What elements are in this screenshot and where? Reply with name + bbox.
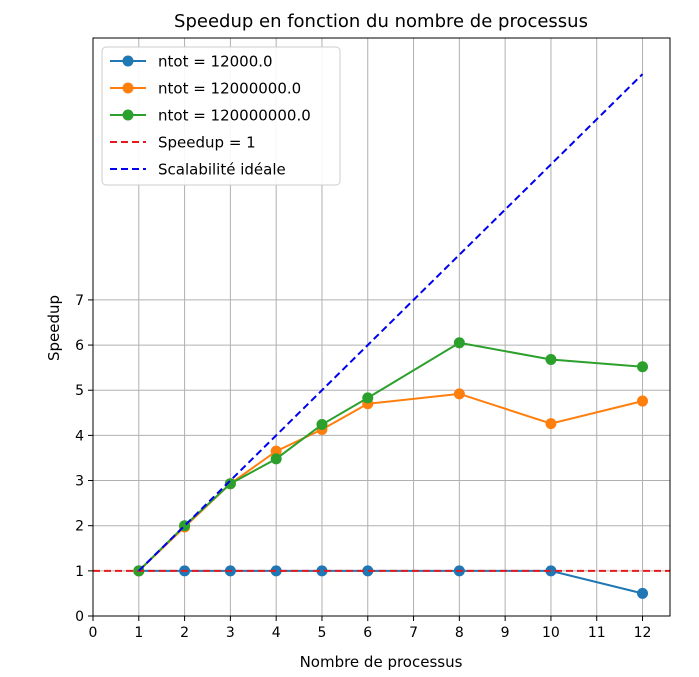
legend: ntot = 12000.0 ntot = 12000000.0 ntot = 12… [101,46,341,186]
y-tick-label: 5 [75,383,84,399]
series-point-1 [637,395,649,407]
x-tick-label: 5 [318,625,327,641]
y-tick-label: 1 [75,564,84,580]
series-point-1 [453,388,465,400]
series-point-1 [545,418,557,430]
legend-label: Scalabilité idéale [158,161,286,179]
series-point-0 [637,587,649,599]
x-tick-label: 12 [634,625,652,641]
legend-label: ntot = 120000000.0 [158,107,311,125]
chart-title: Speedup en fonction du nombre de process… [174,11,588,32]
legend-box [101,46,341,186]
y-tick-label: 3 [75,474,84,490]
series-point-2 [224,478,236,490]
series-point-1 [270,445,282,457]
x-tick-label: 4 [272,625,281,641]
x-tick-label: 11 [588,625,606,641]
x-tick-label: 0 [89,625,98,641]
x-tick-label: 6 [363,625,372,641]
series-point-2 [545,354,557,366]
y-tick-label: 4 [75,428,84,444]
x-tick-label: 9 [501,625,510,641]
plot-frame [92,37,671,617]
x-tick-label: 3 [226,625,235,641]
series-line-1 [138,392,643,572]
series-layer [93,73,670,599]
x-tick-label: 1 [134,625,143,641]
legend-marker [122,82,134,94]
x-axis-title: Nombre de processus [300,653,463,671]
series-point-0 [270,565,282,577]
legend-marker [122,109,134,121]
series-point-0 [362,565,374,577]
y-tick-label: 6 [75,338,84,354]
series-line-2 [138,341,643,572]
series-point-2 [362,392,374,404]
x-tick-label: 7 [409,625,418,641]
legend-label: ntot = 12000000.0 [158,80,301,98]
series-point-2 [637,361,649,373]
series-point-0 [316,565,328,577]
series-point-2 [270,453,282,465]
y-axis-title: Speedup [45,295,63,361]
series-point-2 [453,337,465,349]
y-tick-label: 2 [75,519,84,535]
series-point-2 [316,419,328,431]
y-tick-label: 7 [75,293,84,309]
x-tick-label: 8 [455,625,464,641]
legend-marker [122,55,134,67]
y-tick-label: 0 [75,609,84,625]
x-tick-label: 2 [180,625,189,641]
x-tick-label: 10 [542,625,560,641]
series-line-0 [138,569,643,595]
legend-label: ntot = 12000.0 [158,53,273,71]
series-line-4 [138,73,644,572]
legend-label: Speedup = 1 [158,134,256,152]
